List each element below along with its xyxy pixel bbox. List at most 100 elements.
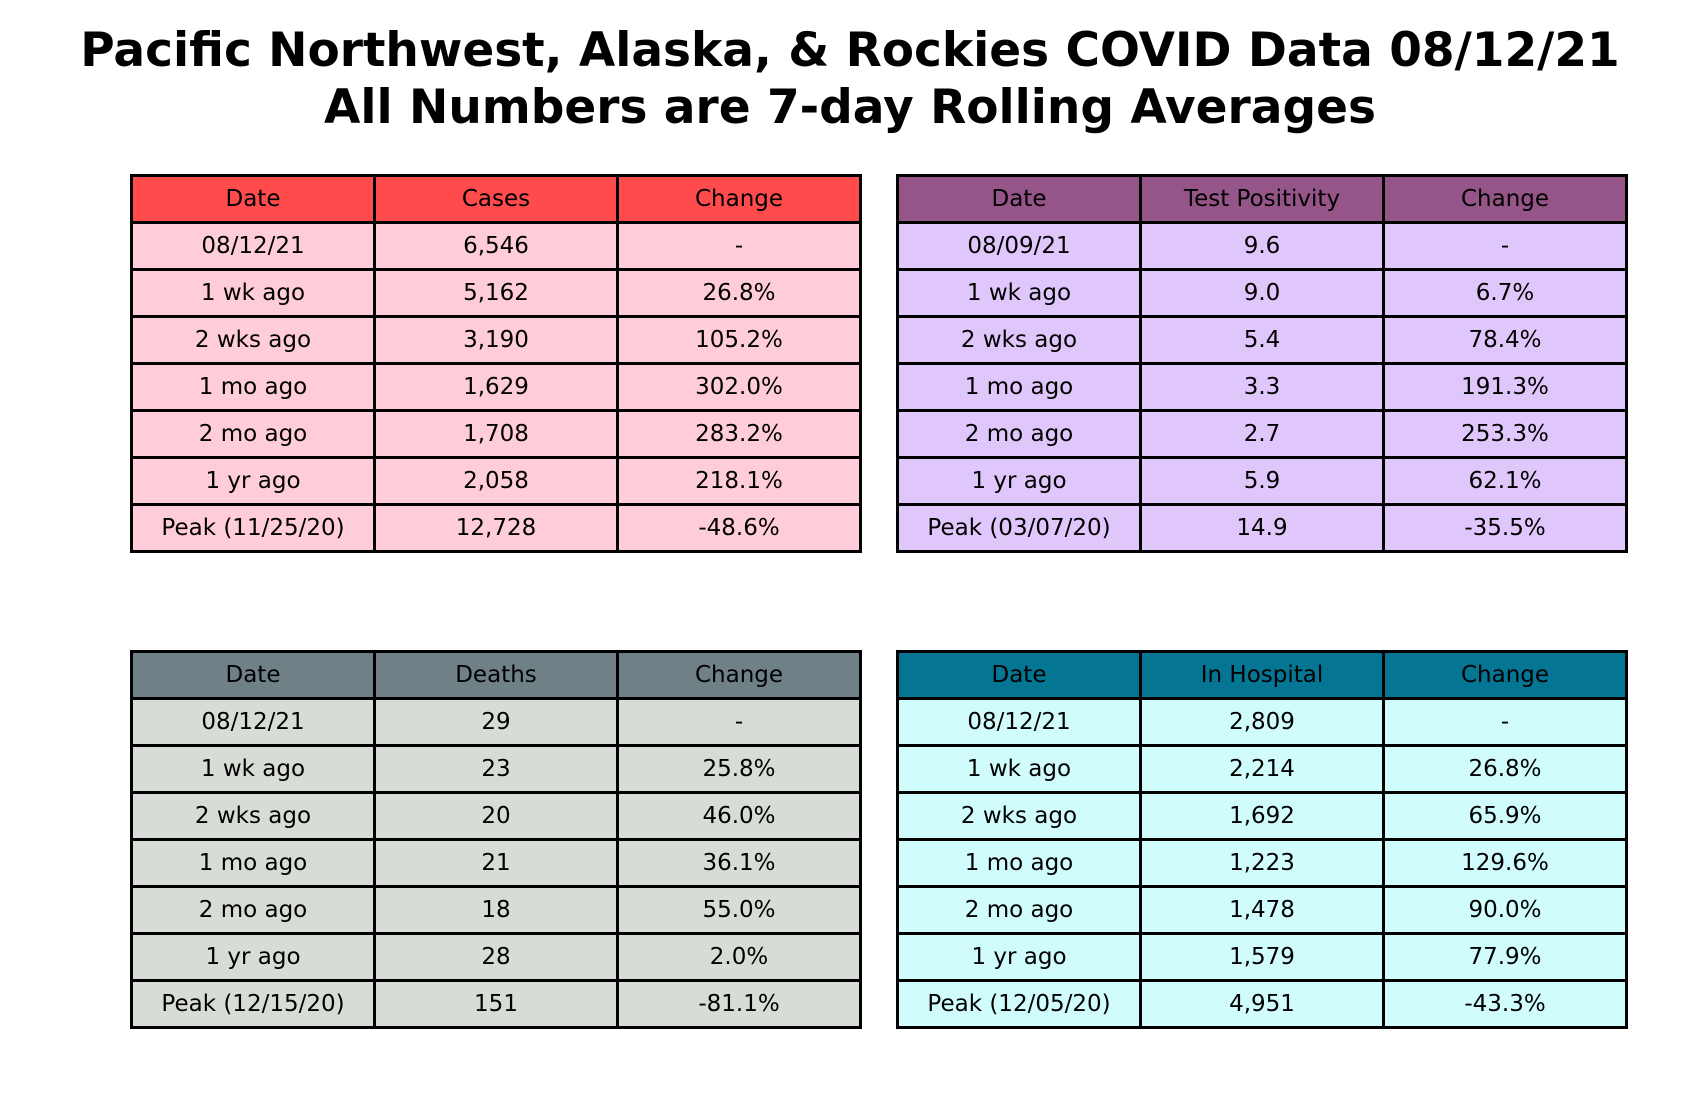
table-cell: 1 yr ago [130, 932, 376, 982]
table-row: 2 mo ago 1,708 283.2% [130, 409, 862, 459]
table-cell: 6,546 [373, 221, 619, 271]
table-cell: 2,214 [1139, 744, 1385, 794]
table-cell: 191.3% [1382, 362, 1628, 412]
table-cell: 2 mo ago [130, 885, 376, 935]
column-header: Date [130, 650, 376, 700]
table-cell: 18 [373, 885, 619, 935]
table-row: Peak (12/05/20) 4,951 -43.3% [896, 979, 1628, 1029]
table-row: 1 mo ago 3.3 191.3% [896, 362, 1628, 412]
deaths-table-panel: Date Deaths Change 08/12/21 29-1 wk ago 23 25.… [130, 650, 862, 1029]
chart-title-line-1: Pacific Northwest, Alaska, & Rockies COV… [80, 23, 1620, 78]
table-cell: -81.1% [616, 979, 862, 1029]
cases-table-panel: Date Cases Change 08/12/21 6,546-1 wk ago 5,1… [130, 174, 862, 553]
table-cell: 1 mo ago [130, 838, 376, 888]
table-cell: -43.3% [1382, 979, 1628, 1029]
table-row: Peak (11/25/20) 12,728 -48.6% [130, 503, 862, 553]
table-cell: 5,162 [373, 268, 619, 318]
table-cell: 9.0 [1139, 268, 1385, 318]
table-cell: Peak (11/25/20) [130, 503, 376, 553]
table-cell: - [616, 221, 862, 271]
table-cell: 2 wks ago [896, 791, 1142, 841]
table-cell: 105.2% [616, 315, 862, 365]
table-row: 1 wk ago 5,162 26.8% [130, 268, 862, 318]
table-cell: 77.9% [1382, 932, 1628, 982]
table-row: 1 wk ago 2,214 26.8% [896, 744, 1628, 794]
table-row: 1 mo ago 1,223 129.6% [896, 838, 1628, 888]
table-cell: 2,809 [1139, 697, 1385, 747]
chart-title-line-2: All Numbers are 7-day Rolling Averages [324, 80, 1376, 135]
table-cell: 1 wk ago [896, 268, 1142, 318]
table-cell: 2 mo ago [896, 409, 1142, 459]
table-cell: 21 [373, 838, 619, 888]
table-cell: 12,728 [373, 503, 619, 553]
table-cell: 5.4 [1139, 315, 1385, 365]
chart-title: Pacific Northwest, Alaska, & Rockies COV… [0, 22, 1700, 136]
table-cell: -35.5% [1382, 503, 1628, 553]
table-cell: 9.6 [1139, 221, 1385, 271]
table-cell: 218.1% [616, 456, 862, 506]
table-cell: - [616, 697, 862, 747]
table-row: 08/12/21 2,809- [896, 697, 1628, 747]
table-row: 1 yr ago 2,058 218.1% [130, 456, 862, 506]
table-cell: Peak (12/15/20) [130, 979, 376, 1029]
table-cell: 1 yr ago [896, 932, 1142, 982]
column-header: Cases [373, 174, 619, 224]
column-header: In Hospital [1139, 650, 1385, 700]
column-header: Date [896, 650, 1142, 700]
table-cell: 1 yr ago [896, 456, 1142, 506]
table-row: 1 yr ago 1,579 77.9% [896, 932, 1628, 982]
table-cell: 23 [373, 744, 619, 794]
table-cell: 1,223 [1139, 838, 1385, 888]
table-cell: 1 wk ago [896, 744, 1142, 794]
table-row: 2 mo ago 18 55.0% [130, 885, 862, 935]
table-cell: 2 mo ago [130, 409, 376, 459]
column-header: Date [896, 174, 1142, 224]
table-row: 2 wks ago 3,190 105.2% [130, 315, 862, 365]
table-cell: 6.7% [1382, 268, 1628, 318]
table-row: 2 wks ago 5.4 78.4% [896, 315, 1628, 365]
table-cell: 2.7 [1139, 409, 1385, 459]
table-cell: 1,629 [373, 362, 619, 412]
table-row: 2 mo ago 1,478 90.0% [896, 885, 1628, 935]
table-cell: - [1382, 697, 1628, 747]
table-cell: 08/12/21 [896, 697, 1142, 747]
table-header-row: Date In Hospital Change [896, 650, 1628, 700]
table-row: 08/12/21 6,546- [130, 221, 862, 271]
table-cell: 1,579 [1139, 932, 1385, 982]
table-row: 08/12/21 29- [130, 697, 862, 747]
cases-table: Date Cases Change 08/12/21 6,546-1 wk ago 5,1… [130, 174, 862, 553]
table-row: 08/09/21 9.6- [896, 221, 1628, 271]
column-header: Change [1382, 174, 1628, 224]
table-row: 2 mo ago 2.7 253.3% [896, 409, 1628, 459]
table-cell: 151 [373, 979, 619, 1029]
table-cell: 1 mo ago [896, 362, 1142, 412]
column-header: Date [130, 174, 376, 224]
table-cell: - [1382, 221, 1628, 271]
table-row: 1 yr ago 5.9 62.1% [896, 456, 1628, 506]
table-cell: 1,692 [1139, 791, 1385, 841]
table-cell: 65.9% [1382, 791, 1628, 841]
table-cell: 46.0% [616, 791, 862, 841]
table-cell: 2 wks ago [130, 791, 376, 841]
table-cell: 08/09/21 [896, 221, 1142, 271]
table-cell: 1 mo ago [130, 362, 376, 412]
table-cell: 1 mo ago [896, 838, 1142, 888]
table-row: 2 wks ago 1,692 65.9% [896, 791, 1628, 841]
table-cell: -48.6% [616, 503, 862, 553]
table-cell: 26.8% [1382, 744, 1628, 794]
table-cell: 1 yr ago [130, 456, 376, 506]
table-cell: 1,708 [373, 409, 619, 459]
in-hospital-table-panel: Date In Hospital Change 08/12/21 2,809-1 wk … [896, 650, 1628, 1029]
column-header: Change [1382, 650, 1628, 700]
table-row: Peak (12/15/20) 151 -81.1% [130, 979, 862, 1029]
test-positivity-table: Date Test Positivity Change 08/09/21 9.6-1 w… [896, 174, 1628, 553]
table-row: 2 wks ago 20 46.0% [130, 791, 862, 841]
table-header-row: Date Cases Change [130, 174, 862, 224]
table-row: 1 yr ago 28 2.0% [130, 932, 862, 982]
table-cell: 26.8% [616, 268, 862, 318]
in-hospital-table: Date In Hospital Change 08/12/21 2,809-1 wk … [896, 650, 1628, 1029]
column-header: Deaths [373, 650, 619, 700]
table-cell: 62.1% [1382, 456, 1628, 506]
table-cell: 29 [373, 697, 619, 747]
table-row: Peak (03/07/20) 14.9 -35.5% [896, 503, 1628, 553]
